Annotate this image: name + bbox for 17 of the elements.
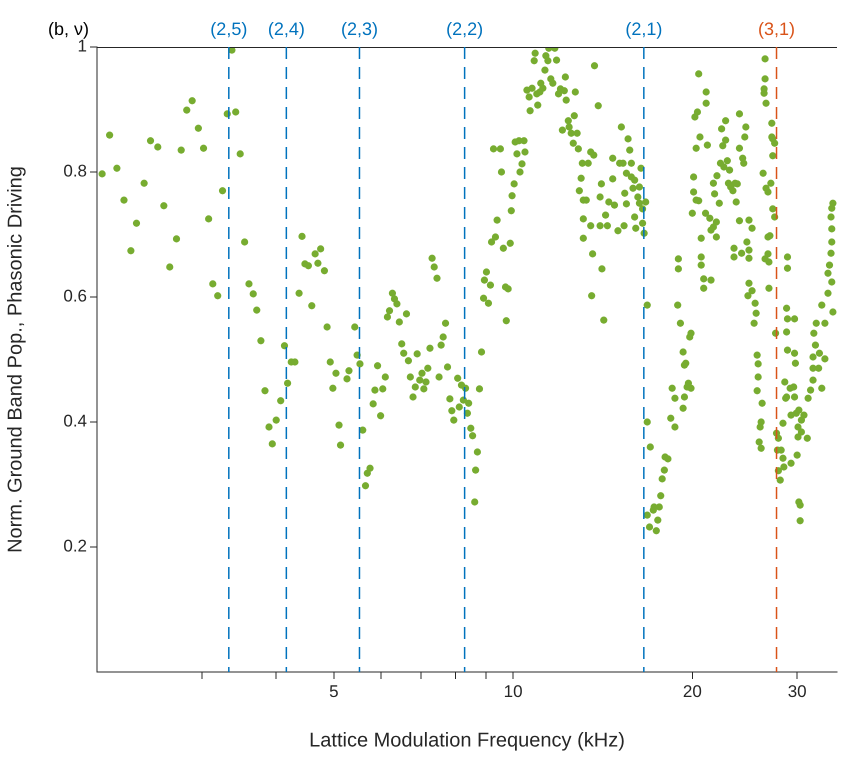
annotation: (2,3) xyxy=(340,18,378,39)
text: (b, ν) xyxy=(48,18,90,39)
y-tick-label: 0.6 xyxy=(63,286,87,306)
y-axis-title: Norm. Ground Band Pop., Phasonic Driving xyxy=(4,166,27,553)
annotation: (3,1) xyxy=(758,18,796,39)
y-tick-label: 0.8 xyxy=(63,162,87,181)
x-axis-title: Lattice Modulation Frequency (kHz) xyxy=(309,730,625,752)
x-tick-label: 30 xyxy=(788,682,807,701)
y-tick-label: 0.2 xyxy=(63,536,87,556)
x-tick-label: 5 xyxy=(329,682,339,701)
x-tick-label: 20 xyxy=(682,682,702,701)
annotation: (2,5) xyxy=(210,18,248,39)
x-tick-label: 10 xyxy=(504,682,523,701)
annotation: (2,2) xyxy=(446,18,484,39)
annotation: (2,4) xyxy=(268,18,305,39)
y-tick-label: 0.4 xyxy=(63,412,87,431)
annotation: (2,1) xyxy=(625,18,662,39)
